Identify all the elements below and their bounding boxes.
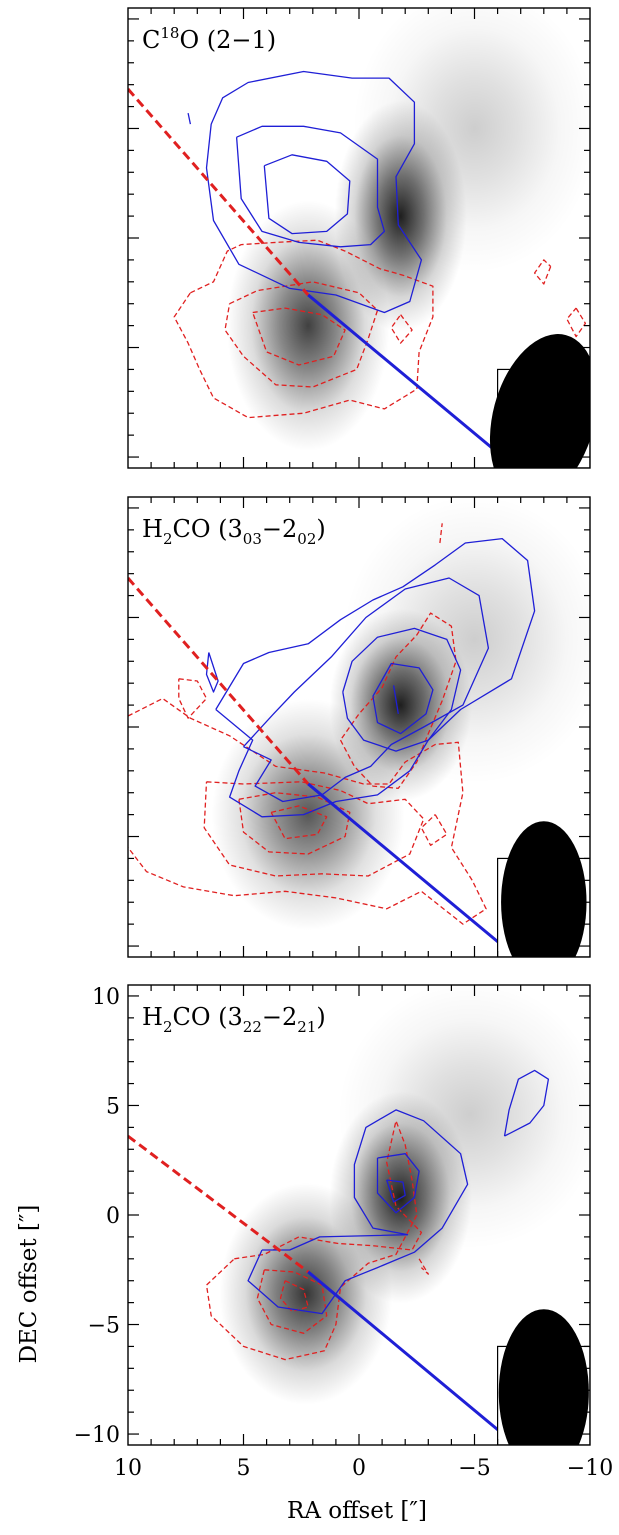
y-tick-label: 0 [106,1204,120,1229]
outflow-redshifted-axis [128,577,310,785]
grayscale-peak [337,985,590,1250]
axis-ticks [128,985,590,1445]
red-contour [270,805,328,840]
grayscale-peak [352,8,590,274]
blue-contour [503,1069,550,1137]
red-contour [566,307,587,338]
red-contour [439,523,443,544]
panel-2-plot-area [128,497,590,957]
x-tick-label: 10 [114,1456,142,1481]
blue-contour [215,537,536,818]
panel-2: H2CO (303−202) [127,496,591,958]
beam-ellipse [489,334,590,468]
grayscale-peak [342,497,590,784]
blue-contour [187,112,192,125]
red-contour [279,1280,309,1313]
outflow-blueshifted-axis [307,293,518,468]
blue-contour [386,1179,406,1203]
x-tick-label: −10 [567,1456,613,1481]
red-contour [390,314,413,344]
red-contour [339,612,457,789]
x-tick-label: 5 [237,1456,251,1481]
red-contour [418,1258,429,1275]
panel-title: C18O (2−1) [142,24,276,54]
blue-contour [376,1153,420,1214]
panel-1-plot-area [128,8,590,468]
panel-title: H2CO (303−202) [142,515,326,548]
beam-ellipse [498,1309,589,1445]
y-tick-label: 5 [106,1094,120,1119]
blue-contour [247,1109,469,1315]
red-contour [420,814,448,846]
axis-ticks [128,8,590,468]
outflow-blueshifted-axis [307,1270,518,1445]
blue-contour [392,685,399,715]
blue-contour [243,577,490,803]
panel-1: C18O (2−1) [127,7,591,469]
red-contour [205,1120,423,1361]
red-contour [203,781,425,877]
y-axis-label: DEC offset [″] [16,1205,42,1364]
red-contour [128,697,487,925]
red-contour [178,678,208,719]
red-contour [256,1269,328,1334]
beam-ellipse [501,821,587,957]
outflow-blueshifted-axis [307,782,518,957]
red-contour [224,281,379,388]
red-contour [238,792,351,855]
outflow-redshifted-axis [128,1134,310,1274]
red-contour [533,259,552,285]
panel-3-plot-area [128,985,590,1445]
y-tick-label: −5 [88,1314,120,1339]
panel-title: H2CO (322−221) [142,1003,326,1036]
y-tick-label: −10 [74,1423,120,1448]
red-contour [173,239,434,419]
red-contour [252,307,346,366]
panel-3: 10 5 0 −5 −10 −10 −5 0 5 10 H2CO (322−221) [74,984,613,1481]
y-tick-label: 10 [92,985,120,1010]
outflow-redshifted-axis [128,88,310,296]
x-axis-label: RA offset [″] [287,1498,427,1524]
x-tick-label: 0 [352,1456,366,1481]
blue-contour [263,154,351,235]
blue-contour [342,627,462,752]
blue-contour [372,662,434,735]
blue-contour [205,70,423,314]
x-tick-label: −5 [458,1456,490,1481]
blue-contour [235,125,386,248]
axis-ticks [128,497,590,957]
